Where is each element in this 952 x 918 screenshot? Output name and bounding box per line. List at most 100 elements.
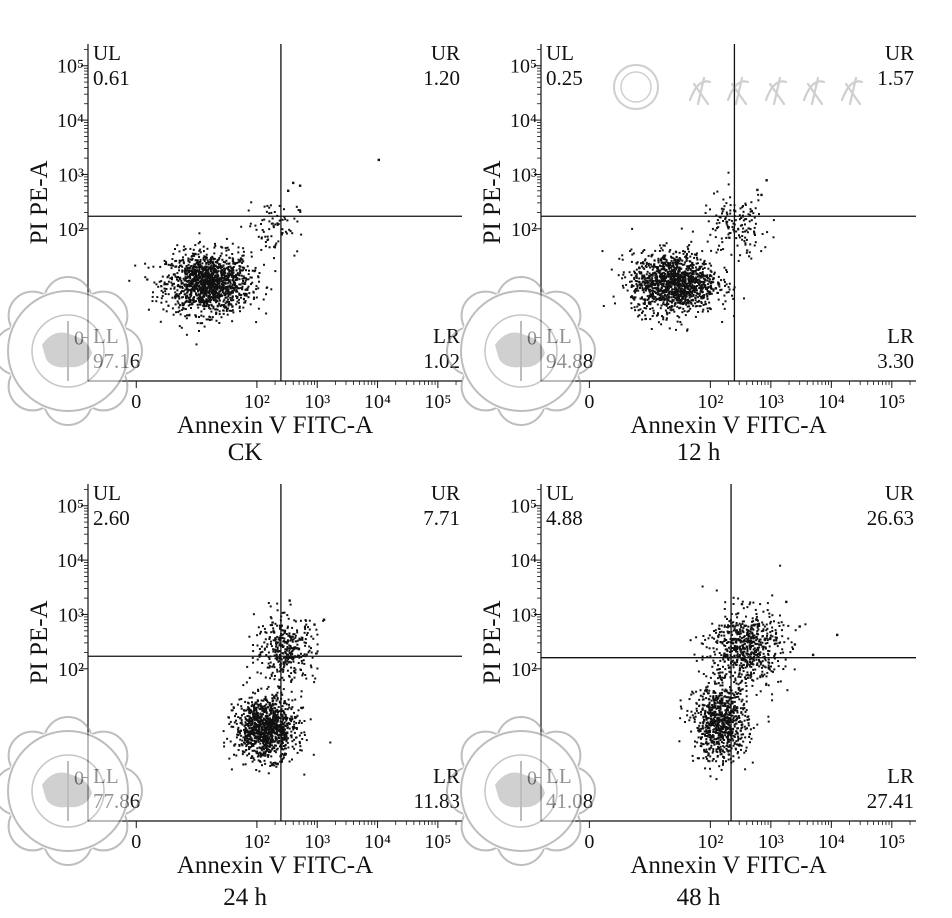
data-point [235, 295, 238, 298]
data-point [276, 763, 279, 766]
data-point [163, 281, 166, 284]
data-point [272, 699, 275, 702]
data-point [650, 285, 653, 288]
data-point [222, 273, 224, 276]
data-point [216, 292, 219, 295]
data-point [665, 295, 668, 298]
data-point [284, 738, 287, 741]
data-point [199, 258, 202, 261]
data-point [683, 292, 686, 295]
data-point [637, 315, 640, 318]
data-point [686, 245, 689, 248]
data-point [275, 729, 278, 732]
data-point [679, 290, 682, 293]
data-point [157, 285, 160, 288]
data-point [248, 733, 251, 735]
data-point [230, 309, 233, 312]
data-point [246, 665, 249, 668]
data-point [264, 697, 267, 700]
data-point [247, 715, 250, 718]
data-point [644, 287, 647, 290]
data-point [240, 287, 243, 289]
data-point [668, 287, 671, 290]
data-point [753, 230, 755, 233]
data-point [267, 739, 270, 742]
data-point [680, 287, 683, 290]
data-point [200, 272, 202, 275]
data-point [271, 729, 274, 732]
data-point [291, 647, 294, 650]
data-point [188, 270, 190, 272]
data-point [711, 227, 714, 230]
data-point [218, 299, 221, 302]
data-point [709, 269, 712, 272]
data-point [300, 233, 303, 236]
data-point [689, 272, 692, 275]
data-point [279, 666, 282, 669]
data-point [198, 284, 201, 287]
data-point [280, 624, 283, 627]
data-point [313, 623, 316, 626]
data-point [279, 760, 282, 763]
data-point [741, 230, 744, 233]
data-point [737, 683, 740, 686]
data-point [183, 245, 186, 248]
data-point [322, 618, 326, 621]
data-point [749, 214, 752, 217]
data-point [232, 282, 235, 284]
y-axis-title: PI PE-A [26, 600, 53, 684]
data-point [267, 755, 270, 758]
data-point [638, 314, 641, 317]
data-point [294, 634, 297, 637]
data-point [686, 273, 689, 276]
data-point [250, 711, 253, 713]
data-point [749, 741, 751, 744]
data-point [247, 209, 250, 212]
data-point [281, 637, 284, 639]
data-point [754, 207, 757, 210]
data-point [660, 265, 663, 268]
data-point [205, 253, 208, 256]
data-point [681, 295, 684, 298]
data-point [726, 213, 729, 216]
data-point [283, 711, 286, 714]
data-point [246, 265, 249, 268]
data-point [296, 639, 299, 642]
data-point [278, 644, 281, 647]
data-point [242, 736, 245, 739]
data-point [672, 265, 675, 268]
data-point [294, 640, 297, 643]
data-point [690, 295, 693, 298]
data-point [283, 664, 286, 667]
data-point [248, 752, 251, 755]
data-point [742, 205, 744, 207]
data-point [192, 285, 195, 288]
data-point [665, 260, 668, 263]
data-point [677, 301, 679, 304]
data-point [259, 632, 262, 635]
data-point [293, 217, 296, 220]
data-point [219, 305, 222, 308]
data-point [264, 241, 267, 243]
data-point [281, 218, 284, 221]
data-point [653, 282, 656, 285]
data-point [223, 293, 226, 296]
data-point [662, 303, 665, 306]
data-point [698, 275, 701, 277]
data-point [696, 300, 699, 303]
data-point [293, 667, 296, 669]
data-point [716, 190, 719, 193]
data-point [284, 630, 287, 633]
data-point [658, 289, 661, 292]
data-point [230, 292, 232, 295]
data-point [272, 639, 275, 642]
data-point [677, 293, 679, 296]
data-point [226, 737, 229, 740]
data-point [647, 254, 650, 257]
data-point [265, 631, 268, 634]
data-point [677, 299, 680, 302]
quadrant-name-ur: UR [885, 41, 914, 65]
data-point [663, 297, 666, 300]
data-point [175, 293, 178, 296]
quadrant-name-ul: UL [546, 41, 574, 65]
